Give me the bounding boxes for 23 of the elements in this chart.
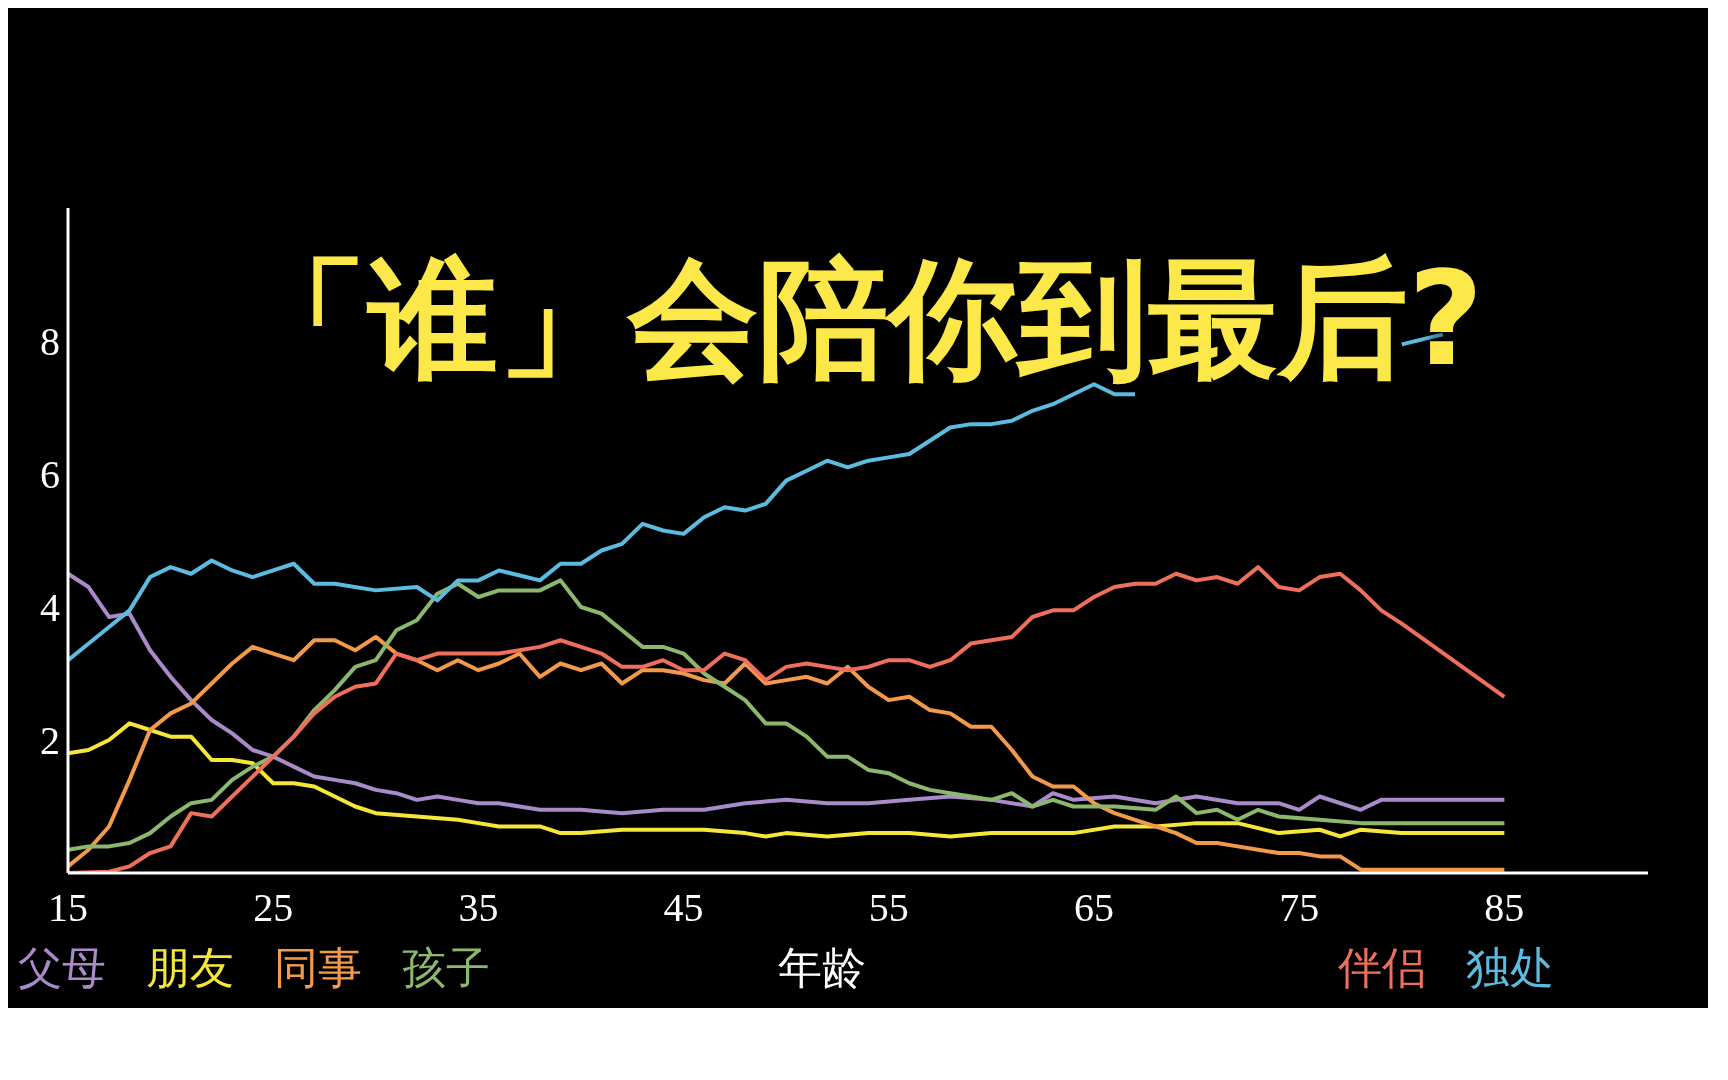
text: 伴侣 xyxy=(1338,942,1426,993)
text: 朋友 xyxy=(146,942,234,993)
line-series xyxy=(68,721,1507,839)
x-tick-label: 75 xyxy=(1279,885,1320,931)
x-tick-label: 45 xyxy=(663,885,704,931)
y-tick-label: 6 xyxy=(40,452,60,498)
x-tick-label: 15 xyxy=(48,885,88,931)
x-tick-label: 65 xyxy=(1073,885,1114,931)
line-series xyxy=(68,634,1507,872)
x-axis-title: 年龄 xyxy=(778,941,867,995)
y-tick-label: 4 xyxy=(40,585,60,631)
y-tick-label: 2 xyxy=(40,718,60,764)
text: 孩子 xyxy=(402,942,490,993)
text: 同事 xyxy=(274,942,362,993)
text: 父母 xyxy=(18,942,106,993)
x-tick-label: 55 xyxy=(868,885,909,931)
x-tick-label: 25 xyxy=(253,885,294,931)
chart-title: 「谁」会陪你到最后? xyxy=(238,242,1484,397)
text: 独处 xyxy=(1466,942,1554,993)
x-tick-label: 35 xyxy=(458,885,499,931)
line-series xyxy=(68,571,1507,816)
x-tick-label: 85 xyxy=(1484,885,1525,931)
y-tick-label: 8 xyxy=(40,319,60,365)
